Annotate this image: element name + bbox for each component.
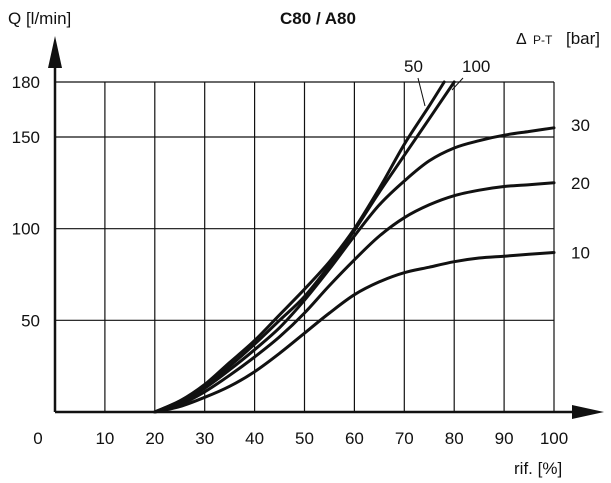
series-label-20: 20 (571, 174, 590, 193)
series-line-10 (153, 251, 556, 414)
chart-title: C80 / A80 (280, 9, 356, 28)
y-axis-arrowhead (48, 36, 62, 68)
series-label-100: 100 (462, 57, 490, 76)
axes (48, 36, 604, 419)
x-axis-arrowhead (572, 405, 604, 419)
series-leader-50 (417, 77, 426, 107)
legend-title-subscript: P-T (533, 33, 553, 47)
x-tick-label-20: 20 (145, 429, 164, 448)
tick-labels: 10 20 30 40 50 60 70 80 90 100 50 100 150 180 (12, 73, 569, 448)
series-line-50 (153, 80, 446, 414)
series-line-30 (153, 126, 556, 414)
y-axis-label: Q [l/min] (8, 9, 71, 28)
series-leader-100 (451, 77, 464, 91)
x-tick-label-90: 90 (495, 429, 514, 448)
y-tick-label-100: 100 (12, 220, 40, 239)
legend-title: Δ P-T [bar] (516, 29, 600, 48)
x-tick-label-60: 60 (345, 429, 364, 448)
y-tick-label-50: 50 (21, 311, 40, 330)
series-label-30: 30 (571, 116, 590, 135)
x-tick-label-80: 80 (445, 429, 464, 448)
x-tick-label-70: 70 (395, 429, 414, 448)
series-group (153, 80, 556, 414)
x-tick-label-100: 100 (540, 429, 568, 448)
x-tick-label-30: 30 (195, 429, 214, 448)
y-tick-label-150: 150 (12, 128, 40, 147)
y-tick-label-180: 180 (12, 73, 40, 92)
series-label-10: 10 (571, 244, 590, 263)
delta-symbol: Δ (516, 31, 527, 48)
series-labels: 10 20 30 100 50 (404, 57, 590, 263)
series-line-20 (153, 181, 556, 414)
origin-label: 0 (33, 429, 42, 448)
legend-title-unit: [bar] (566, 29, 600, 48)
x-tick-label-10: 10 (95, 429, 114, 448)
x-axis-label: rif. [%] (514, 459, 562, 478)
x-tick-label-50: 50 (295, 429, 314, 448)
x-tick-label-40: 40 (245, 429, 264, 448)
series-label-50: 50 (404, 57, 423, 76)
grid (55, 81, 555, 412)
